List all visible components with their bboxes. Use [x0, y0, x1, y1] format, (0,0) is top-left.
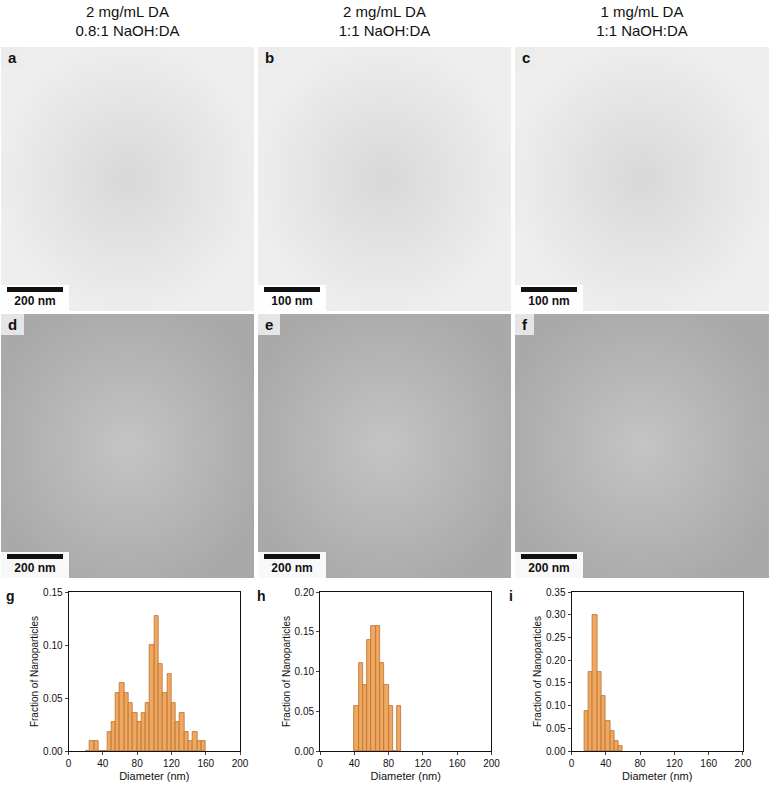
svg-text:Fraction of Nanoparticles: Fraction of Nanoparticles: [532, 616, 543, 727]
html-text:d: d: [8, 316, 18, 333]
html-text:2 mg/mL DA: 2 mg/mL DA: [343, 3, 426, 20]
svg-text:Diameter (nm): Diameter (nm): [119, 770, 189, 782]
svg-text:0.10: 0.10: [43, 640, 63, 651]
svg-text:Fraction of Nanoparticles: Fraction of Nanoparticles: [281, 616, 292, 727]
html-text:200 nm: 200 nm: [271, 561, 313, 575]
svg-text:h: h: [257, 588, 266, 604]
svg-text:i: i: [509, 588, 513, 604]
svg-text:Diameter (nm): Diameter (nm): [622, 770, 692, 782]
svg-text:Diameter (nm): Diameter (nm): [371, 770, 441, 782]
svg-text:0.10: 0.10: [546, 700, 566, 711]
svg-text:120: 120: [163, 758, 180, 769]
svg-text:0.10: 0.10: [295, 666, 315, 677]
svg-text:0: 0: [66, 758, 72, 769]
svg-text:0.15: 0.15: [295, 626, 315, 637]
svg-text:0.35: 0.35: [546, 587, 566, 598]
svg-text:160: 160: [700, 758, 717, 769]
svg-text:0.15: 0.15: [546, 677, 566, 688]
html-text:100 nm: 100 nm: [271, 294, 313, 308]
svg-text:0.00: 0.00: [546, 746, 566, 757]
svg-text:120: 120: [415, 758, 432, 769]
svg-text:40: 40: [600, 758, 612, 769]
svg-text:0: 0: [317, 758, 323, 769]
svg-text:g: g: [6, 588, 15, 604]
svg-text:0.05: 0.05: [43, 693, 63, 704]
html-text:1:1 NaOH:DA: 1:1 NaOH:DA: [596, 22, 688, 39]
svg-text:0.20: 0.20: [295, 587, 315, 598]
svg-text:Fraction of Nanoparticles: Fraction of Nanoparticles: [29, 616, 40, 727]
svg-text:0.00: 0.00: [43, 746, 63, 757]
html-text:b: b: [265, 49, 275, 66]
html-text:100 nm: 100 nm: [528, 294, 570, 308]
svg-text:200: 200: [483, 758, 500, 769]
html-text:200 nm: 200 nm: [14, 294, 56, 308]
html-text:a: a: [8, 49, 17, 66]
svg-text:0.05: 0.05: [295, 706, 315, 717]
html-text:200 nm: 200 nm: [14, 561, 56, 575]
html-text:0.8:1 NaOH:DA: 0.8:1 NaOH:DA: [75, 22, 180, 39]
svg-text:0.00: 0.00: [295, 746, 315, 757]
html-text:f: f: [522, 316, 527, 333]
html-text:c: c: [522, 49, 531, 66]
svg-text:160: 160: [197, 758, 214, 769]
svg-text:0.25: 0.25: [546, 632, 566, 643]
svg-text:0.15: 0.15: [43, 587, 63, 598]
svg-text:80: 80: [383, 758, 395, 769]
svg-text:0.20: 0.20: [546, 655, 566, 666]
svg-text:40: 40: [97, 758, 109, 769]
html-text:1:1 NaOH:DA: 1:1 NaOH:DA: [338, 22, 431, 39]
svg-text:80: 80: [635, 758, 647, 769]
svg-text:40: 40: [349, 758, 361, 769]
html-text:200 nm: 200 nm: [528, 561, 570, 575]
svg-text:0: 0: [569, 758, 575, 769]
html-text:2 mg/mL DA: 2 mg/mL DA: [86, 3, 169, 20]
svg-text:0.30: 0.30: [546, 609, 566, 620]
html-text:e: e: [265, 316, 274, 333]
html-text:1 mg/mL DA: 1 mg/mL DA: [600, 3, 684, 20]
svg-text:0.05: 0.05: [546, 723, 566, 734]
svg-text:200: 200: [735, 758, 752, 769]
svg-text:160: 160: [449, 758, 466, 769]
svg-text:80: 80: [132, 758, 144, 769]
svg-text:200: 200: [232, 758, 249, 769]
svg-text:120: 120: [666, 758, 683, 769]
